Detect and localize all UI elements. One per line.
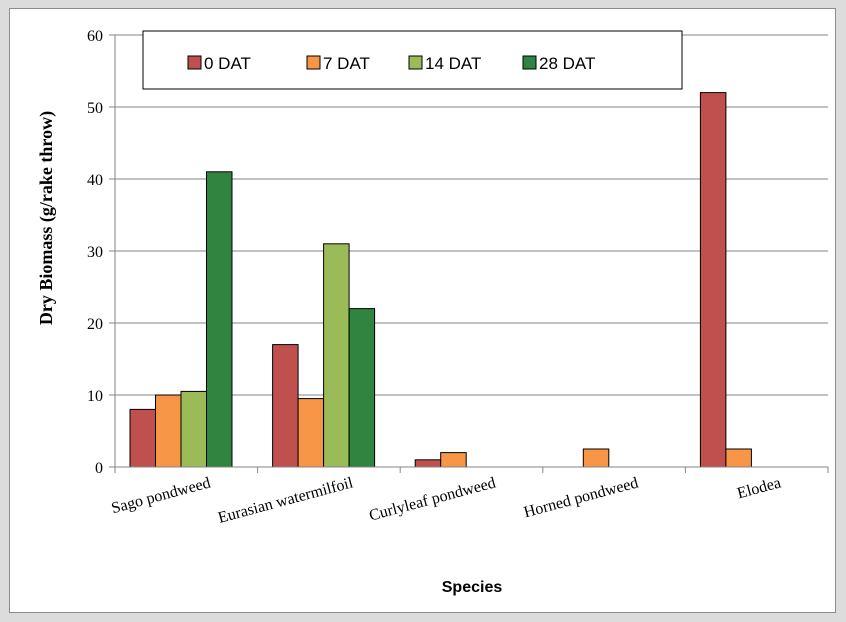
x-tick-label: Curlyleaf pondweed xyxy=(367,474,497,524)
bar xyxy=(440,452,467,468)
x-tick-label: Elodea xyxy=(735,474,782,502)
x-tick-label: Eurasian watermilfoil xyxy=(216,474,355,527)
bar xyxy=(725,448,752,468)
y-tick-label: 20 xyxy=(87,316,103,333)
legend-swatch xyxy=(408,55,423,70)
bar xyxy=(582,448,610,468)
bar xyxy=(155,394,182,468)
y-tick-label: 0 xyxy=(95,460,103,477)
legend-label: 7 DAT xyxy=(323,54,370,73)
y-tick-label: 40 xyxy=(87,172,103,189)
bar xyxy=(699,92,727,468)
legend: 0 DAT 7 DAT 14 DAT 28 DAT xyxy=(142,30,683,90)
chart-frame: 0 10 20 30 40 50 60 Sago pondweed Eurasian wate… xyxy=(9,8,836,613)
axes xyxy=(109,34,829,473)
legend-label: 0 DAT xyxy=(204,54,251,73)
legend-swatch xyxy=(306,55,321,70)
legend-label: 28 DAT xyxy=(539,54,595,73)
bar xyxy=(180,390,207,468)
bar xyxy=(272,344,299,468)
bar xyxy=(414,459,442,468)
legend-label: 14 DAT xyxy=(425,54,481,73)
y-tick-labels: 0 10 20 30 40 50 60 xyxy=(87,28,103,477)
bar xyxy=(129,408,156,468)
y-tick-label: 30 xyxy=(87,244,103,261)
bar xyxy=(348,308,376,468)
bars xyxy=(129,92,752,468)
bar xyxy=(323,243,350,468)
bar-chart: 0 10 20 30 40 50 60 Sago pondweed Eurasian wate… xyxy=(36,28,829,596)
x-tick-labels: Sago pondweed Eurasian watermilfoil Curlyl… xyxy=(110,474,783,527)
x-tick-label: Sago pondweed xyxy=(110,474,213,517)
y-tick-label: 10 xyxy=(87,388,103,405)
bar xyxy=(297,398,325,468)
legend-swatch xyxy=(187,55,202,70)
x-axis-title: Species xyxy=(442,579,503,596)
legend-swatch xyxy=(522,55,537,70)
bar xyxy=(206,171,233,468)
y-tick-label: 60 xyxy=(87,28,103,45)
x-tick-label: Horned pondweed xyxy=(522,474,640,521)
y-tick-label: 50 xyxy=(87,100,103,117)
y-axis-title: Dry Biomass (g/rake throw) xyxy=(36,111,57,325)
